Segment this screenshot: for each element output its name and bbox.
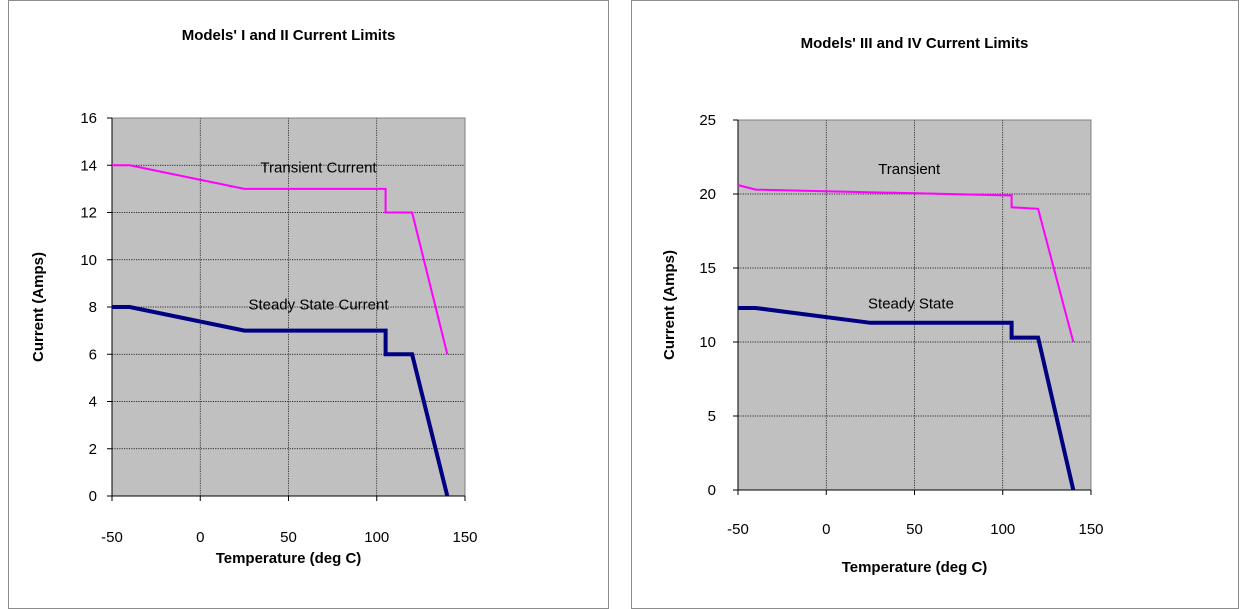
x-tick-label: 100 <box>364 529 389 546</box>
y-tick-label: 0 <box>89 488 97 505</box>
y-tick-label: 10 <box>699 334 716 351</box>
y-tick-label: 16 <box>80 110 97 127</box>
series-annotation: Steady State <box>868 296 954 313</box>
transient-current-line <box>737 184 1075 343</box>
chart-models-3-4: Models' III and IV Current Limits 0 5 10 15 2… <box>661 35 1104 576</box>
steady-state-current-line <box>738 306 1076 491</box>
y-tick-label: 0 <box>708 482 716 499</box>
x-tick-label: 50 <box>280 529 297 546</box>
x-tick-label: 100 <box>990 521 1015 538</box>
y-tick-label: 20 <box>699 186 716 203</box>
steady-state-current-line <box>112 305 450 497</box>
series-annotation: Transient Current <box>260 160 377 177</box>
x-tick-label: 50 <box>906 521 923 538</box>
x-axis-title: Temperature (deg C) <box>842 559 988 576</box>
x-tick-label: -50 <box>727 521 749 538</box>
x-tick-label: 150 <box>452 529 477 546</box>
transient-current-line <box>112 164 449 355</box>
x-tick-label: 150 <box>1078 521 1103 538</box>
y-tick-label: 12 <box>80 205 97 222</box>
chart-title: Models' I and II Current Limits <box>182 27 396 44</box>
y-tick-label: 25 <box>699 112 716 129</box>
x-tick-label: 0 <box>196 529 204 546</box>
x-tick-label: 0 <box>822 521 830 538</box>
y-tick-label: 10 <box>80 252 97 269</box>
y-axis-title: Current (Amps) <box>30 252 47 362</box>
chart-panel-models-3-4: Models' III and IV Current Limits 0 5 10 15 2… <box>631 0 1239 609</box>
y-tick-label: 14 <box>80 157 97 174</box>
y-tick-label: 15 <box>699 260 716 277</box>
y-tick-label: 2 <box>89 441 97 458</box>
chart-models-1-2: Models' I and II Current Limits 0 2 4 6 8 10 12… <box>30 27 478 567</box>
y-tick-label: 8 <box>89 299 97 316</box>
y-tick-label: 6 <box>89 346 97 363</box>
chart-title: Models' III and IV Current Limits <box>801 35 1029 52</box>
y-axis-title: Current (Amps) <box>661 250 678 360</box>
y-tick-label: 5 <box>708 408 716 425</box>
series-annotation: Transient <box>878 161 941 178</box>
x-axis-title: Temperature (deg C) <box>216 550 362 567</box>
chart-panel-models-1-2: Models' I and II Current Limits 0 2 4 6 8 10 12… <box>8 0 609 609</box>
series-annotation: Steady State Current <box>248 297 389 314</box>
x-tick-label: -50 <box>101 529 123 546</box>
y-tick-label: 4 <box>89 394 97 411</box>
